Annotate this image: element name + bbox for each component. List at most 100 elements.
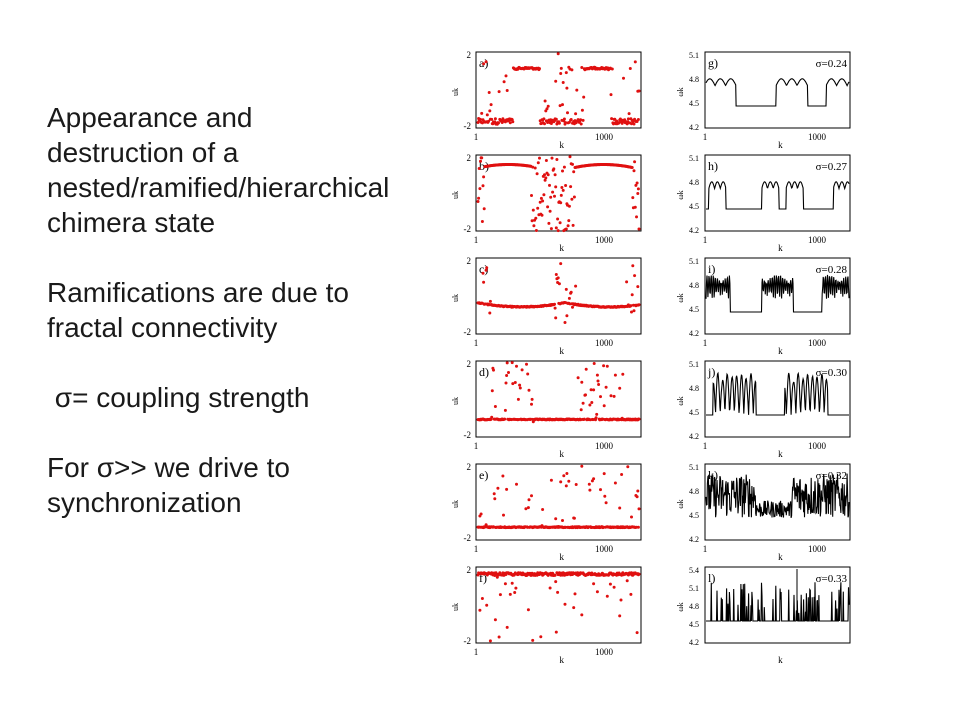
data-point <box>527 498 531 502</box>
paragraph-synchronization: For σ>> we drive to synchronization <box>47 452 298 518</box>
sigma-label: σ=0.24 <box>816 58 848 70</box>
data-point <box>565 314 569 318</box>
data-point <box>632 309 636 313</box>
data-point <box>532 224 536 228</box>
y-tick-label: 2 <box>467 256 472 266</box>
y-tick-label: 4.8 <box>689 384 699 393</box>
data-point <box>559 72 563 75</box>
data-point <box>637 572 641 576</box>
data-point <box>637 507 641 511</box>
data-point <box>544 109 548 113</box>
data-point <box>625 579 629 583</box>
data-point <box>564 484 568 488</box>
data-point <box>605 364 609 368</box>
scatter-panel-e: e) 2 -2 uk 1 1000 k <box>451 462 642 562</box>
data-point <box>557 282 561 286</box>
data-point <box>485 113 489 117</box>
data-point <box>476 200 480 203</box>
data-point <box>631 196 635 200</box>
data-point <box>561 169 564 173</box>
data-point <box>570 197 574 201</box>
data-point <box>559 262 563 266</box>
data-point <box>620 473 624 476</box>
x-tick-label: 1 <box>474 647 479 657</box>
y-tick-label: 4.2 <box>689 432 699 441</box>
data-point <box>609 394 613 398</box>
data-point <box>480 220 484 223</box>
data-point <box>599 488 602 492</box>
x-tick-label: 1000 <box>595 338 614 348</box>
data-point <box>613 373 617 377</box>
x-tick-label: 1 <box>474 441 479 451</box>
data-point <box>485 603 489 607</box>
x-axis-label: k <box>778 552 783 562</box>
y-tick-label: 4.8 <box>689 178 699 187</box>
data-point <box>580 464 584 468</box>
data-point <box>618 506 622 510</box>
data-point <box>484 268 488 272</box>
data-point <box>632 122 636 126</box>
data-point <box>568 155 572 159</box>
data-point <box>573 592 577 596</box>
data-point <box>579 122 583 126</box>
data-point <box>554 630 558 634</box>
frequency-panel-i: i) σ=0.28 5.1 4.8 4.5 4.2 ωk 1 1000 k <box>676 257 851 356</box>
data-point <box>487 91 491 94</box>
scatter-points <box>476 52 641 126</box>
y-axis-label: uk <box>451 500 460 508</box>
data-point <box>544 159 548 162</box>
data-point <box>635 215 638 219</box>
data-point <box>618 386 622 390</box>
data-point <box>493 117 497 121</box>
data-point <box>544 176 548 180</box>
data-point <box>478 187 482 191</box>
data-point <box>543 178 547 182</box>
data-point <box>533 166 537 170</box>
data-point <box>503 417 507 421</box>
data-point <box>493 405 497 408</box>
y-tick-label: 4.2 <box>689 123 699 132</box>
data-point <box>552 167 556 171</box>
data-point <box>497 90 501 94</box>
data-point <box>488 311 492 315</box>
data-point <box>581 118 585 122</box>
data-point <box>636 187 640 191</box>
y-axis-label: ωk <box>676 602 685 611</box>
y-axis-label: uk <box>451 397 460 405</box>
data-point <box>478 608 482 612</box>
data-point <box>536 161 540 165</box>
y-tick-label: -2 <box>464 121 472 131</box>
data-point <box>637 89 641 93</box>
data-point <box>546 205 550 209</box>
y-tick-label: -2 <box>464 636 472 646</box>
data-point <box>541 199 545 203</box>
data-point <box>554 117 558 121</box>
x-axis-label: k <box>778 243 783 253</box>
data-point <box>584 367 588 371</box>
frequency-line <box>706 371 849 416</box>
panel-label: c) <box>479 262 488 276</box>
data-point <box>490 415 494 419</box>
data-point <box>556 52 560 56</box>
frequency-line <box>705 274 850 313</box>
data-point <box>618 614 622 618</box>
frequency-line <box>705 473 850 519</box>
y-tick-label: 4.8 <box>689 487 699 496</box>
data-point <box>511 120 515 124</box>
data-point <box>589 388 593 392</box>
data-point <box>547 221 551 225</box>
data-point <box>602 404 606 408</box>
data-point <box>556 229 560 233</box>
scatter-panel-frame <box>475 51 642 129</box>
y-tick-label: 5.1 <box>689 584 699 593</box>
data-point <box>513 381 517 384</box>
data-point <box>580 66 584 69</box>
x-tick-label: 1 <box>474 235 479 245</box>
y-axis-label: uk <box>451 88 460 96</box>
frequency-panel-l: l) σ=0.33 5.4 5.1 4.8 4.5 4.2 ωk k <box>676 566 851 663</box>
data-point <box>485 266 489 270</box>
y-axis-label: uk <box>451 603 460 611</box>
y-tick-label: 4.2 <box>689 226 699 235</box>
